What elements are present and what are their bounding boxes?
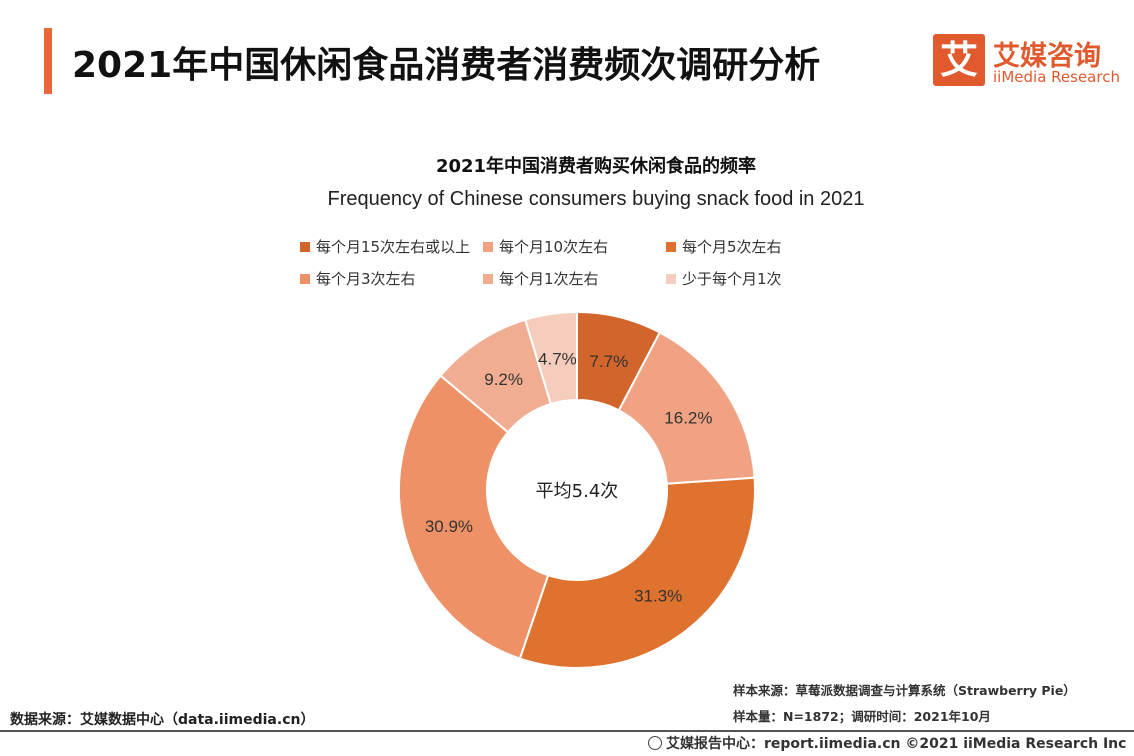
slice-value-label: 9.2% [484, 370, 523, 389]
legend-item: 每个月1次左右 [483, 268, 599, 288]
legend-swatch [300, 273, 310, 284]
legend-label: 每个月1次左右 [499, 270, 599, 288]
legend-label: 每个月10次左右 [499, 238, 609, 256]
legend-swatch [483, 241, 493, 252]
sample-size: 样本量：N=1872；调研时间：2021年10月 [733, 709, 991, 724]
slice-value-label: 31.3% [634, 586, 682, 605]
legend-label: 每个月5次左右 [682, 238, 782, 256]
slice-value-label: 7.7% [589, 352, 628, 371]
brand-logo: 艾 艾媒咨询 iiMedia Research [933, 34, 1120, 88]
logo-mark-icon: 艾 [933, 34, 985, 86]
donut-slice [523, 310, 578, 406]
logo-text-en: iiMedia Research [993, 68, 1120, 86]
legend-swatch [483, 273, 493, 284]
logo-text-cn: 艾媒咨询 [993, 41, 1101, 72]
data-source: 数据来源：艾媒数据中心（data.iimedia.cn） [10, 712, 315, 728]
copyright: 艾媒报告中心：report.iimedia.cn ©2021 iiMedia R… [648, 733, 1126, 753]
legend-label: 每个月3次左右 [316, 270, 416, 288]
globe-icon [648, 736, 662, 750]
legend-swatch [666, 273, 676, 284]
legend-item: 每个月10次左右 [483, 236, 608, 256]
donut-slice [617, 331, 756, 485]
legend-label: 每个月15次左右或以上 [316, 238, 471, 256]
copyright-text: 艾媒报告中心：report.iimedia.cn ©2021 iiMedia R… [666, 736, 1127, 752]
legend-item: 每个月3次左右 [300, 268, 416, 288]
legend-item: 少于每个月1次 [666, 268, 782, 288]
slice-value-label: 16.2% [664, 408, 712, 427]
chart-title: 2021年中国消费者购买休闲食品的频率 [435, 156, 757, 177]
title-accent-bar [44, 28, 52, 94]
legend-label: 少于每个月1次 [682, 270, 782, 288]
legend-swatch [300, 241, 310, 252]
slice-value-label: 30.9% [425, 517, 473, 536]
donut-center-label: 平均5.4次 [536, 481, 619, 502]
page-title: 2021年中国休闲食品消费者消费频次调研分析 [72, 45, 821, 86]
legend-swatch [666, 241, 676, 252]
footer-divider [0, 730, 1134, 732]
slice-value-label: 4.7% [538, 349, 577, 368]
legend-item: 每个月15次左右或以上 [300, 236, 470, 256]
donut-slice [398, 374, 550, 660]
legend-item: 每个月5次左右 [666, 236, 782, 256]
donut-slice [518, 476, 756, 669]
sample-source: 样本来源：草莓派数据调查与计算系统（Strawberry Pie） [733, 683, 1076, 698]
chart-subtitle: Frequency of Chinese consumers buying sn… [327, 188, 865, 210]
